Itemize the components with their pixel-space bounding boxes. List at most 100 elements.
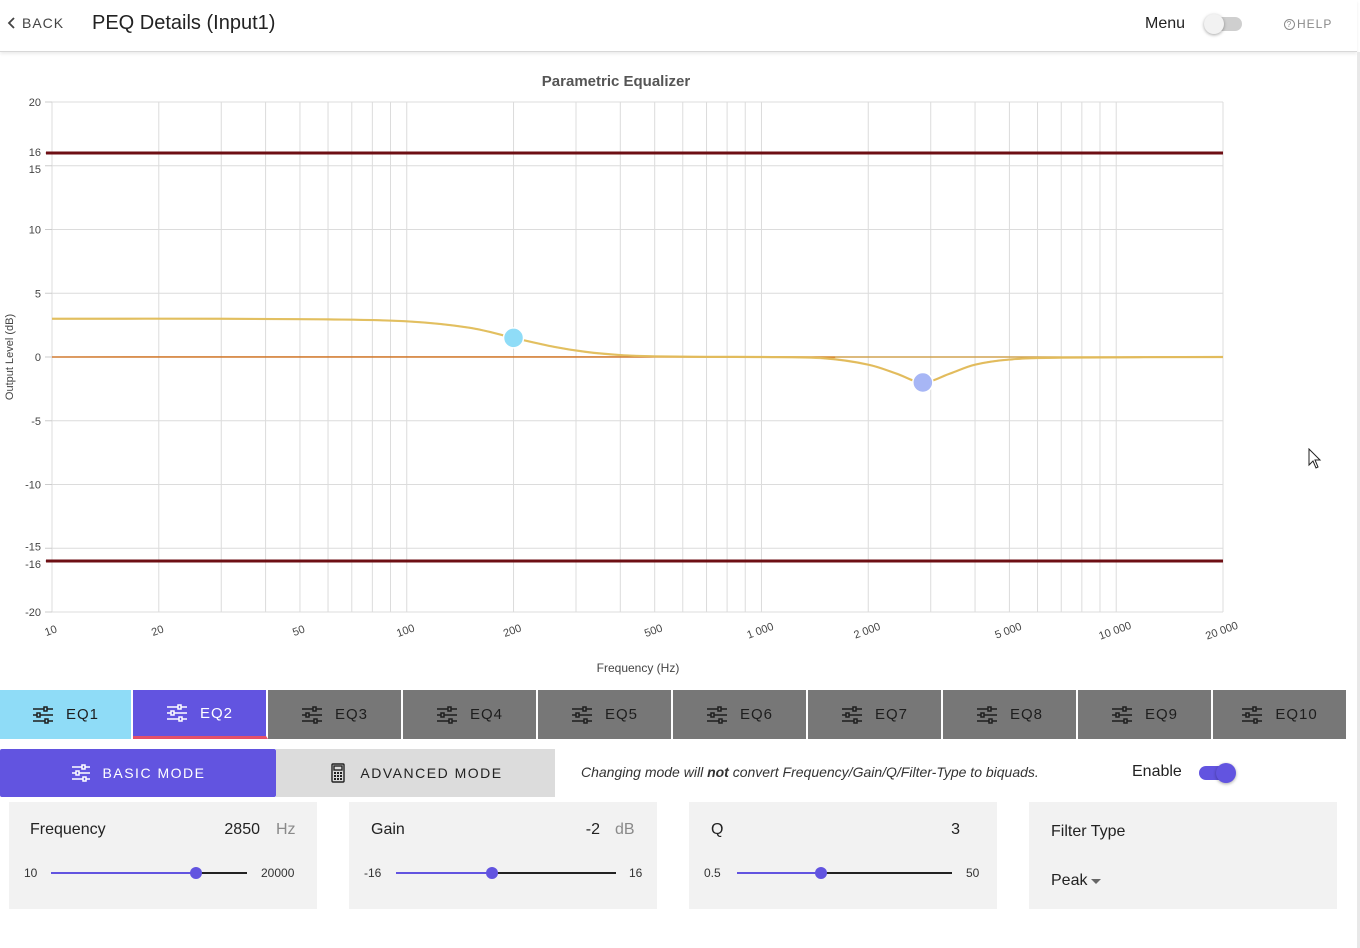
- tab-label: EQ1: [65, 706, 99, 723]
- y-tick-label: -5: [31, 416, 41, 428]
- gain-max: 16: [629, 866, 643, 880]
- gain-card: Gain -2 dB -16 16: [349, 802, 657, 909]
- sliders-icon: [706, 705, 727, 724]
- sliders-icon: [1242, 705, 1263, 724]
- frequency-value[interactable]: 2850: [224, 821, 260, 838]
- slider-fill: [396, 872, 493, 874]
- chart-title: Parametric Equalizer: [542, 73, 691, 90]
- slider-thumb[interactable]: [190, 867, 203, 879]
- page-title: PEQ Details (Input1): [92, 12, 276, 34]
- y-tick-label: 0: [35, 352, 41, 364]
- tab-eq3[interactable]: EQ3: [268, 690, 403, 739]
- y-tick-label: 20: [29, 97, 41, 109]
- note-text-pre: Changing mode will: [581, 764, 704, 780]
- frequency-max: 20000: [261, 866, 295, 880]
- eq-handles: [502, 327, 934, 394]
- tab-eq5[interactable]: EQ5: [538, 690, 673, 739]
- tab-eq7[interactable]: EQ7: [808, 690, 943, 739]
- basic-mode-button[interactable]: BASIC MODE: [0, 749, 276, 797]
- frequency-label: Frequency: [30, 821, 106, 838]
- x-tick-label: 50: [291, 623, 307, 638]
- tab-eq6[interactable]: EQ6: [673, 690, 808, 739]
- y-tick-label: 5: [35, 288, 41, 300]
- y-tick-label: -15: [25, 541, 41, 553]
- frequency-slider[interactable]: [51, 867, 247, 879]
- q-label: Q: [711, 821, 724, 838]
- y-tick-label: -16: [25, 559, 41, 571]
- eq-tabs: EQ1 EQ2 EQ3 EQ4 EQ5 EQ6 EQ7 EQ8 EQ9 EQ10: [0, 690, 1348, 740]
- menu-toggle[interactable]: [1204, 14, 1242, 34]
- basic-mode-label: BASIC MODE: [102, 765, 206, 781]
- sliders-icon: [32, 705, 53, 724]
- sliders-icon: [571, 705, 592, 724]
- tab-label: EQ10: [1275, 706, 1318, 723]
- calculator-icon: [331, 763, 346, 783]
- q-slider[interactable]: [737, 867, 952, 879]
- enable-toggle[interactable]: [1199, 763, 1236, 783]
- sliders-icon: [1111, 705, 1132, 724]
- tab-eq9[interactable]: EQ9: [1078, 690, 1213, 739]
- sliders-icon: [436, 705, 457, 724]
- tab-label: EQ6: [739, 706, 773, 723]
- frequency-unit: Hz: [276, 821, 296, 838]
- tab-label: EQ3: [334, 706, 368, 723]
- caret-down-icon: [1091, 878, 1102, 884]
- advanced-mode-label: ADVANCED MODE: [360, 765, 503, 781]
- y-axis-label: Output Level (dB): [4, 314, 16, 400]
- filter-type-select[interactable]: Peak: [1051, 872, 1102, 890]
- frequency-card: Frequency 2850 Hz 10 20000: [9, 802, 317, 909]
- tab-label: EQ4: [469, 706, 503, 723]
- mode-note: Changing mode will not convert Frequency…: [581, 764, 1039, 780]
- y-tick-label: -10: [25, 480, 41, 492]
- top-bar: BACK PEQ Details (Input1) Menu ? HELP: [0, 0, 1357, 52]
- sliders-icon: [841, 705, 862, 724]
- back-label: BACK: [22, 15, 65, 31]
- gain-unit: dB: [615, 821, 635, 838]
- tab-eq1[interactable]: EQ1: [0, 690, 133, 739]
- eq-curve: [51, 317, 1224, 384]
- frequency-min: 10: [24, 866, 38, 880]
- tab-eq10[interactable]: EQ10: [1213, 690, 1348, 739]
- sliders-icon: [71, 764, 90, 782]
- help-label: HELP: [1297, 17, 1333, 31]
- tab-eq2[interactable]: EQ2: [133, 690, 268, 739]
- q-value[interactable]: 3: [951, 821, 960, 838]
- y-tick-label: 10: [29, 225, 41, 237]
- x-tick-label: 5 000: [993, 621, 1023, 642]
- y-tick-label: 15: [29, 164, 41, 176]
- scrollbar[interactable]: [1357, 52, 1360, 948]
- x-tick-label: 10: [43, 623, 59, 638]
- filter-type-label: Filter Type: [1051, 823, 1126, 840]
- x-tick-label: 2 000: [852, 621, 882, 642]
- help-button[interactable]: ? HELP: [1284, 17, 1332, 31]
- x-tick-label: 20: [150, 623, 166, 638]
- sliders-icon: [301, 705, 322, 724]
- x-axis-ticks: 10 20 50 100 200 500 1 000 2 000 5 000 10 000 20 0…: [43, 620, 1240, 643]
- advanced-mode-button[interactable]: ADVANCED MODE: [276, 749, 555, 797]
- menu-label: Menu: [1145, 15, 1186, 32]
- tab-label: EQ7: [874, 706, 908, 723]
- slider-thumb[interactable]: [486, 867, 499, 879]
- eq-chart: Parametric Equalizer -20 -16 -15 -10 -5 0 5 10 1…: [4, 73, 1240, 675]
- eq-handle-eq2[interactable]: [912, 371, 934, 394]
- eq-curve: [51, 317, 1224, 358]
- x-tick-label: 20 000: [1204, 620, 1240, 643]
- x-tick-label: 1 000: [745, 621, 775, 642]
- eq-curves: [51, 317, 1224, 384]
- back-button[interactable]: BACK: [6, 15, 64, 31]
- tab-eq4[interactable]: EQ4: [403, 690, 538, 739]
- slider-thumb[interactable]: [815, 867, 828, 879]
- x-axis-label: Frequency (Hz): [597, 661, 680, 675]
- tab-label: EQ9: [1144, 706, 1178, 723]
- tab-label: EQ5: [604, 706, 638, 723]
- x-tick-label: 10 000: [1097, 620, 1133, 643]
- eq-handle-eq1[interactable]: [502, 327, 525, 349]
- gain-slider[interactable]: [396, 867, 616, 879]
- y-tick-label: 16: [29, 147, 41, 159]
- tab-label: EQ2: [199, 704, 233, 722]
- mouse-pointer-icon: [1308, 448, 1322, 469]
- sliders-icon: [166, 704, 187, 722]
- gain-value[interactable]: -2: [585, 821, 600, 838]
- y-tick-label: -20: [25, 607, 41, 619]
- tab-eq8[interactable]: EQ8: [943, 690, 1078, 739]
